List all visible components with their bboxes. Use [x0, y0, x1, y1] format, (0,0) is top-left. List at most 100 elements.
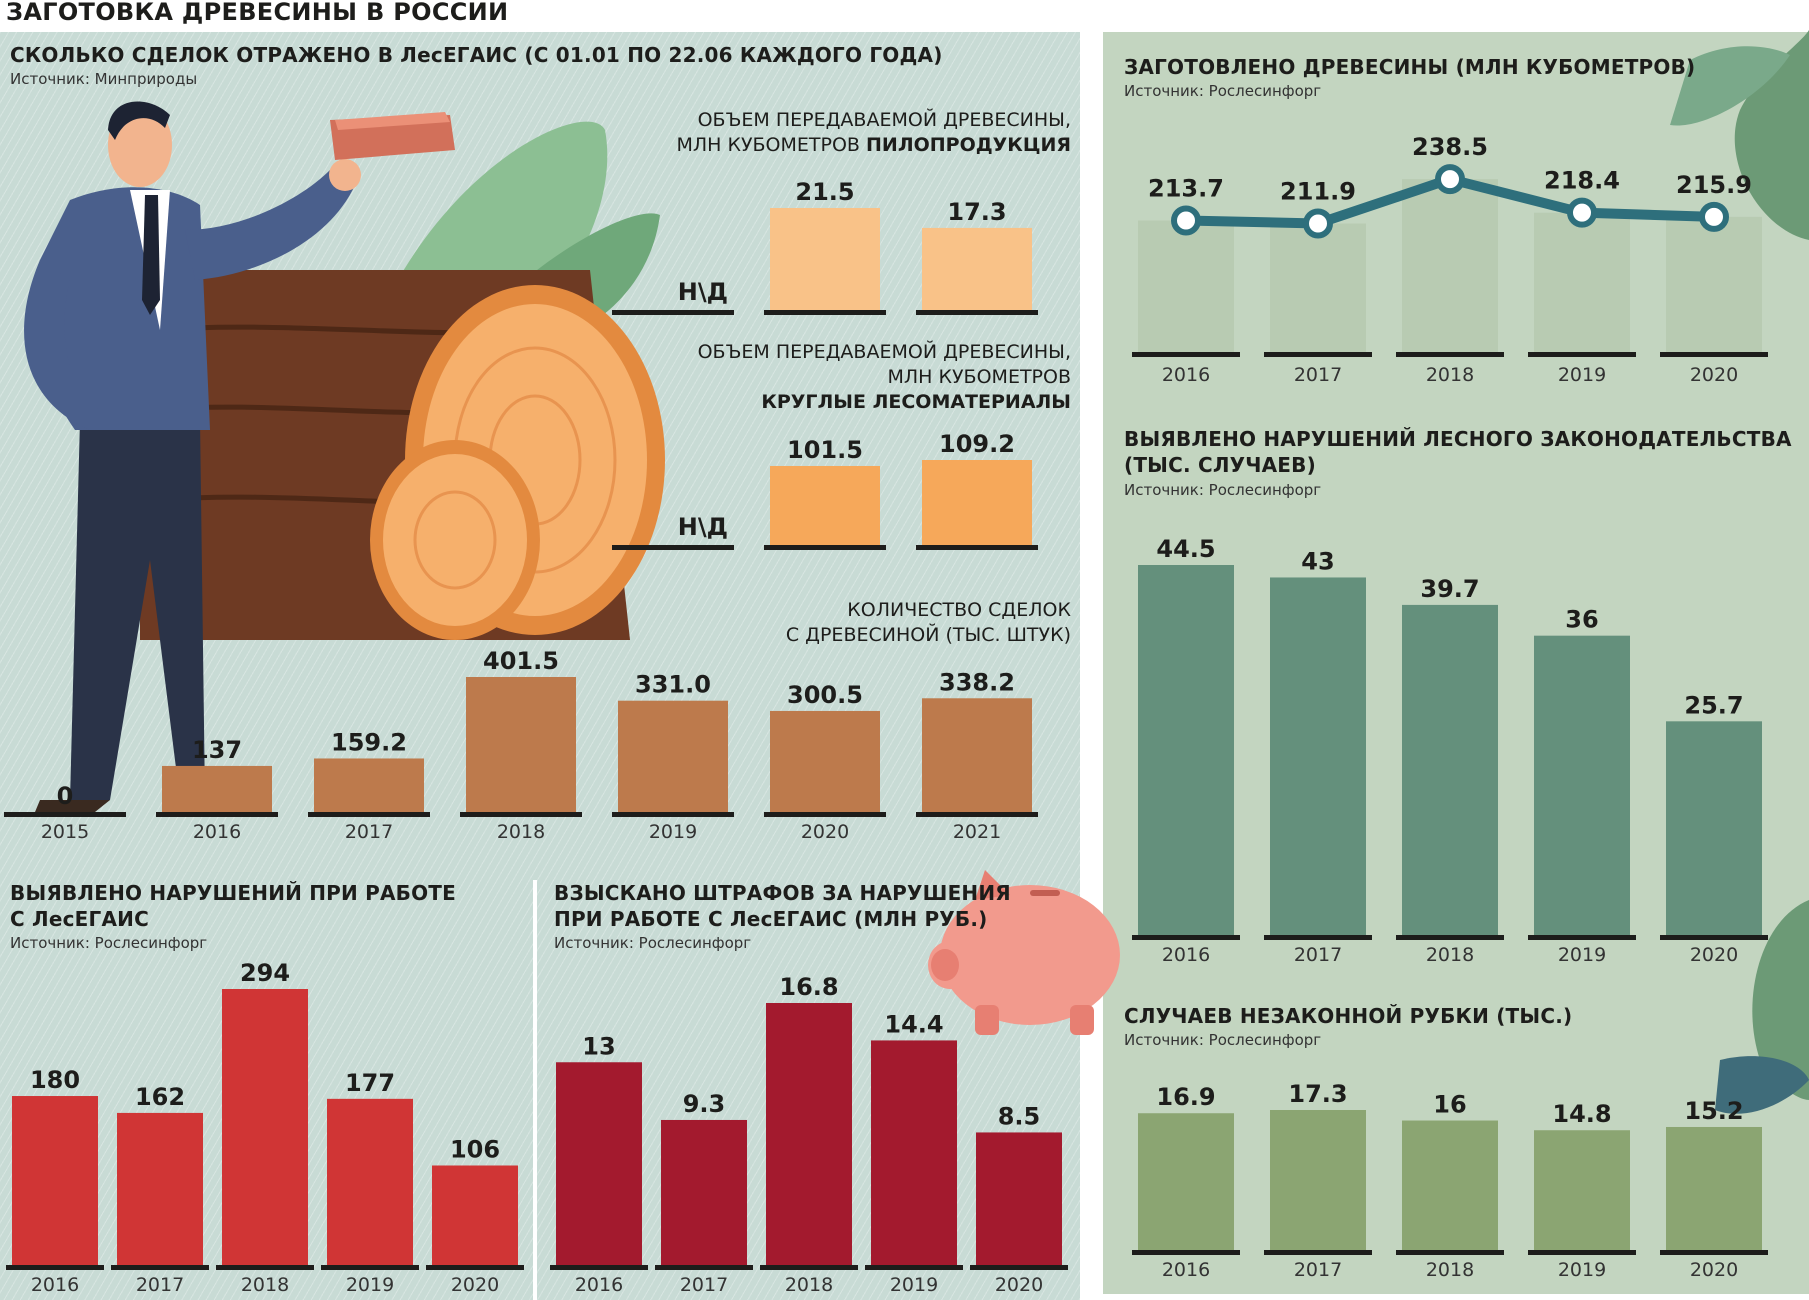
fines-tick-label: 2016: [575, 1274, 623, 1296]
violations-tick-label: 2020: [1690, 944, 1738, 966]
illegal-axis-segment: [1396, 1250, 1504, 1255]
fines-tick-label: 2020: [995, 1274, 1043, 1296]
lumber-subtitle-line1: ОБЪЕМ ПЕРЕДАВАЕМОЙ ДРЕВЕСИНЫ,: [697, 109, 1071, 131]
harvest-value-label: 215.9: [1676, 171, 1752, 199]
harvest-point: [1303, 208, 1333, 239]
violations-value-label: 44.5: [1156, 535, 1215, 563]
fines-tick-label: 2019: [890, 1274, 938, 1296]
harvest-point: [1567, 197, 1597, 228]
illegal-bar: [1402, 1120, 1498, 1250]
roundwood-subtitle-line1: ОБЪЕМ ПЕРЕДАВАЕМОЙ ДРЕВЕСИНЫ,: [697, 341, 1071, 363]
lesegais-violations-title-line2: С ЛесЕГАИС: [10, 907, 149, 931]
illegal-axis-segment: [1132, 1250, 1240, 1255]
fines-bar: [871, 1040, 957, 1265]
deals-value-label: 300.5: [787, 681, 863, 709]
deals-value-label: 137: [192, 736, 242, 764]
deals-bar: [466, 677, 576, 812]
violations-axis-segment: [1396, 935, 1504, 940]
fines-axis-segment: [655, 1265, 753, 1270]
fines-title-line2: ПРИ РАБОТЕ С ЛесЕГАИС (МЛН РУБ.): [554, 907, 988, 931]
violations-value-label: 39.7: [1420, 575, 1479, 603]
harvest-axis-segment: [1660, 352, 1768, 357]
fines-value-label: 9.3: [683, 1090, 726, 1118]
illegal-tick-label: 2019: [1558, 1259, 1606, 1281]
fines-axis-segment: [865, 1265, 963, 1270]
violations-title-line2: (ТЫС. СЛУЧАЕВ): [1124, 453, 1316, 477]
lumber-subtitle-unit: МЛН КУБОМЕТРОВ: [676, 134, 867, 156]
lesegais_violations-tick-label: 2017: [136, 1274, 184, 1296]
roundwood-axis-segment: [612, 545, 734, 550]
lesegais_violations-value-label: 162: [135, 1083, 185, 1111]
lesegais_violations-bar: [222, 989, 308, 1265]
deals-value-label: 338.2: [939, 668, 1015, 696]
lumber-bar: [770, 208, 880, 310]
fines-axis-segment: [760, 1265, 858, 1270]
lesegais_violations-axis-segment: [111, 1265, 209, 1270]
harvest-tick-label: 2018: [1426, 364, 1474, 386]
lesegais_violations-value-label: 294: [240, 959, 290, 987]
lesegais_violations-axis-segment: [426, 1265, 524, 1270]
deals-subtitle: КОЛИЧЕСТВО СДЕЛОК С ДРЕВЕСИНОЙ (ТЫС. ШТУ…: [786, 598, 1071, 648]
deals-axis-segment: [916, 812, 1038, 817]
illegal-axis-segment: [1528, 1250, 1636, 1255]
deals-value-label: 331.0: [635, 671, 711, 699]
roundwood-na-label: Н\Д: [678, 513, 728, 541]
deals-bar: [922, 698, 1032, 812]
deals-bar: [770, 710, 880, 812]
violations-bar: [1138, 565, 1234, 935]
lesegais_violations-axis-segment: [216, 1265, 314, 1270]
harvest-tick-label: 2016: [1162, 364, 1210, 386]
deals-axis-segment: [764, 812, 886, 817]
lumber-axis-segment: [764, 310, 886, 315]
violations-value-label: 36: [1565, 606, 1598, 634]
deals-bar: [162, 765, 272, 812]
violations-axis-segment: [1528, 935, 1636, 940]
harvest-axis-segment: [1528, 352, 1636, 357]
lesegais_violations-bar: [117, 1112, 203, 1265]
lumber-subtitle-line2: МЛН КУБОМЕТРОВ ПИЛОПРОДУКЦИЯ: [676, 133, 1071, 158]
fines-source: Источник: Рослесинфорг: [554, 934, 752, 952]
fines-tick-label: 2018: [785, 1274, 833, 1296]
lesegais_violations-axis-segment: [6, 1265, 104, 1270]
violations-bar: [1534, 635, 1630, 935]
violations-axis-segment: [1132, 935, 1240, 940]
illegal-bar: [1270, 1110, 1366, 1250]
fines-title-line1: ВЗЫСКАНО ШТРАФОВ ЗА НАРУШЕНИЯ: [554, 881, 1011, 905]
fines-value-label: 13: [582, 1032, 615, 1060]
harvest-value-label: 238.5: [1412, 133, 1488, 161]
lesegais-title: СКОЛЬКО СДЕЛОК ОТРАЖЕНО В ЛесЕГАИС (С 01…: [10, 43, 943, 67]
violations-tick-label: 2016: [1162, 944, 1210, 966]
roundwood-bar: [770, 465, 880, 545]
lesegais_violations-tick-label: 2020: [451, 1274, 499, 1296]
illegal-value-label: 15.2: [1684, 1097, 1743, 1125]
illegal-source: Источник: Рослесинфорг: [1124, 1031, 1322, 1049]
deals-tick-label: 2016: [193, 821, 241, 843]
lesegais_violations-tick-label: 2019: [346, 1274, 394, 1296]
lumber-bar: [922, 227, 1032, 310]
harvest-point: [1171, 205, 1201, 236]
illegal-axis-segment: [1660, 1250, 1768, 1255]
lesegais_violations-value-label: 177: [345, 1069, 395, 1097]
harvest-column-bg: [1534, 212, 1630, 352]
lumber-value-label: 17.3: [947, 198, 1006, 226]
harvest-title: ЗАГОТОВЛЕНО ДРЕВЕСИНЫ (МЛН КУБОМЕТРОВ): [1124, 55, 1696, 79]
deals-value-label: 159.2: [331, 728, 407, 756]
violations-title-line1: ВЫЯВЛЕНО НАРУШЕНИЙ ЛЕСНОГО ЗАКОНОДАТЕЛЬС…: [1124, 427, 1792, 451]
deals-axis-segment: [308, 812, 430, 817]
deals-subtitle-line2: С ДРЕВЕСИНОЙ (ТЫС. ШТУК): [785, 624, 1071, 646]
lesegais_violations-axis-segment: [321, 1265, 419, 1270]
violations-source: Источник: Рослесинфорг: [1124, 481, 1322, 499]
deals-subtitle-line1: КОЛИЧЕСТВО СДЕЛОК: [847, 599, 1071, 621]
fines-value-label: 14.4: [884, 1010, 943, 1038]
deals-axis-segment: [156, 812, 278, 817]
violations-value-label: 43: [1301, 547, 1334, 575]
violations-axis-segment: [1660, 935, 1768, 940]
illegal-bar: [1534, 1130, 1630, 1250]
violations-tick-label: 2018: [1426, 944, 1474, 966]
harvest-tick-label: 2019: [1558, 364, 1606, 386]
fines-tick-label: 2017: [680, 1274, 728, 1296]
roundwood-subtitle-line3: КРУГЛЫЕ ЛЕСОМАТЕРИАЛЫ: [761, 391, 1071, 413]
violations-bar: [1402, 604, 1498, 935]
lesegais_violations-tick-label: 2016: [31, 1274, 79, 1296]
roundwood-bar: [922, 460, 1032, 545]
